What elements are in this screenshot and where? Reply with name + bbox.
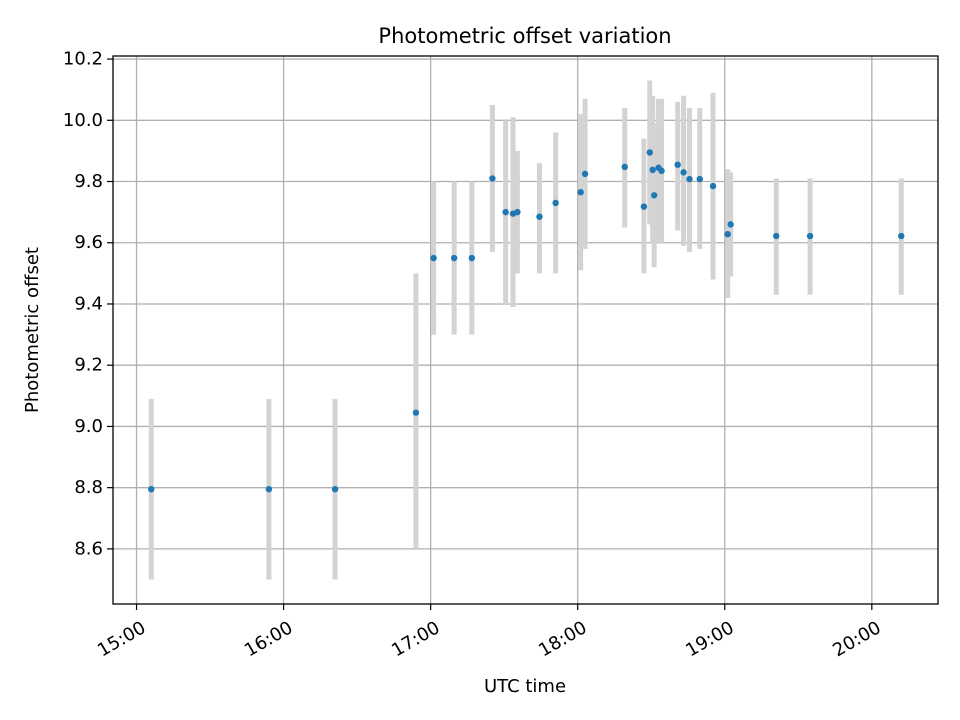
data-point [265, 485, 273, 493]
data-point [680, 169, 687, 176]
chart-title: Photometric offset variation [378, 24, 671, 48]
data-point [621, 163, 628, 171]
data-point [502, 208, 509, 216]
y-tick-label: 9.8 [74, 171, 103, 192]
data-point [773, 232, 780, 240]
data-point [514, 208, 521, 216]
y-tick-label: 9.4 [74, 293, 103, 314]
data-point [468, 254, 476, 262]
data-point [686, 175, 693, 183]
plot-frame [112, 55, 939, 605]
y-tick-label: 10.0 [63, 110, 103, 131]
data-point [650, 192, 658, 199]
data-point [640, 203, 648, 210]
data-point [536, 213, 543, 220]
y-tick-label: 8.6 [74, 538, 103, 559]
data-point [674, 161, 681, 168]
grid [113, 56, 938, 604]
data-point [649, 166, 656, 174]
data-point [696, 175, 703, 183]
data-point [430, 254, 437, 262]
data-point [148, 485, 155, 493]
data-point [581, 170, 589, 178]
y-tick-label: 9.6 [74, 232, 103, 253]
data-point [806, 232, 814, 240]
data-point [552, 199, 559, 207]
data-point [331, 485, 339, 493]
x-axis-title: UTC time [484, 676, 566, 697]
data-point [489, 175, 496, 182]
y-tick-label: 10.2 [63, 49, 103, 70]
data-point [727, 221, 734, 228]
data-point [898, 232, 905, 240]
data-point [646, 149, 653, 156]
y-tick-label: 8.8 [74, 477, 103, 498]
y-tick-label: 9.0 [74, 416, 103, 437]
data-point [577, 189, 584, 196]
data-point [724, 230, 731, 238]
y-axis: 8.6 8.8 9.0 9.2 9.4 9.6 9.8 10.0 10.2 [63, 49, 113, 559]
data-points [148, 149, 905, 493]
data-point [658, 167, 665, 175]
data-point [709, 182, 717, 190]
y-tick-label: 9.2 [74, 355, 103, 376]
data-point [412, 409, 420, 416]
y-axis-title: Photometric offset [22, 247, 43, 413]
data-point [450, 254, 458, 262]
